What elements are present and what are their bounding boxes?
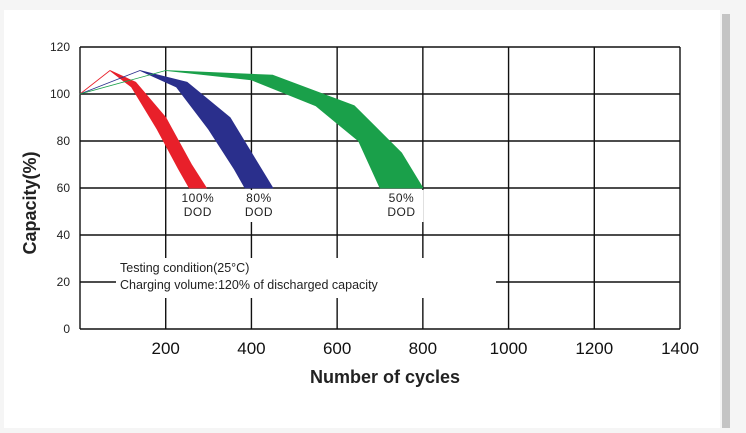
y-tick-label: 40	[57, 228, 71, 242]
annotations: Testing condition(25°C) Charging volume:1…	[120, 261, 379, 292]
x-tick-labels: 200 400 600 800 1000 1200 1400	[152, 339, 699, 358]
y-tick-label: 20	[57, 275, 71, 289]
series-label-3: 50%	[389, 191, 415, 205]
annotation-line: Charging volume:120% of discharged capac…	[120, 278, 379, 292]
series-label-1: 100%	[182, 191, 215, 205]
x-tick-label: 400	[237, 339, 265, 358]
series-label-3: DOD	[387, 205, 415, 219]
y-tick-label: 120	[50, 40, 70, 54]
series-label-2: DOD	[245, 205, 273, 219]
series-label-bg	[379, 190, 424, 222]
series-label-bg	[236, 190, 281, 222]
x-tick-label: 1000	[490, 339, 528, 358]
y-tick-label: 80	[57, 134, 71, 148]
y-axis-title: Capacity(%)	[20, 151, 40, 254]
series-label-2: 80%	[246, 191, 272, 205]
series-band-2	[79, 70, 274, 189]
y-tick-label: 100	[50, 87, 70, 101]
y-tick-label: 0	[63, 322, 70, 336]
annotation-line: Testing condition(25°C)	[120, 261, 249, 275]
x-tick-label: 600	[323, 339, 351, 358]
series-areas	[79, 70, 424, 189]
x-tick-label: 1200	[575, 339, 613, 358]
panel-edge-shadow	[722, 14, 730, 428]
annotation-box	[116, 258, 496, 298]
series-label-1: DOD	[184, 205, 212, 219]
series-label-bg	[175, 190, 220, 222]
x-tick-label: 1400	[661, 339, 699, 358]
x-axis-title: Number of cycles	[310, 367, 460, 387]
series-band-3	[79, 70, 424, 189]
y-tick-label: 60	[57, 181, 71, 195]
x-tick-label: 800	[409, 339, 437, 358]
y-tick-labels: 0 20 40 60 80 100 120	[50, 40, 70, 336]
x-tick-label: 200	[152, 339, 180, 358]
